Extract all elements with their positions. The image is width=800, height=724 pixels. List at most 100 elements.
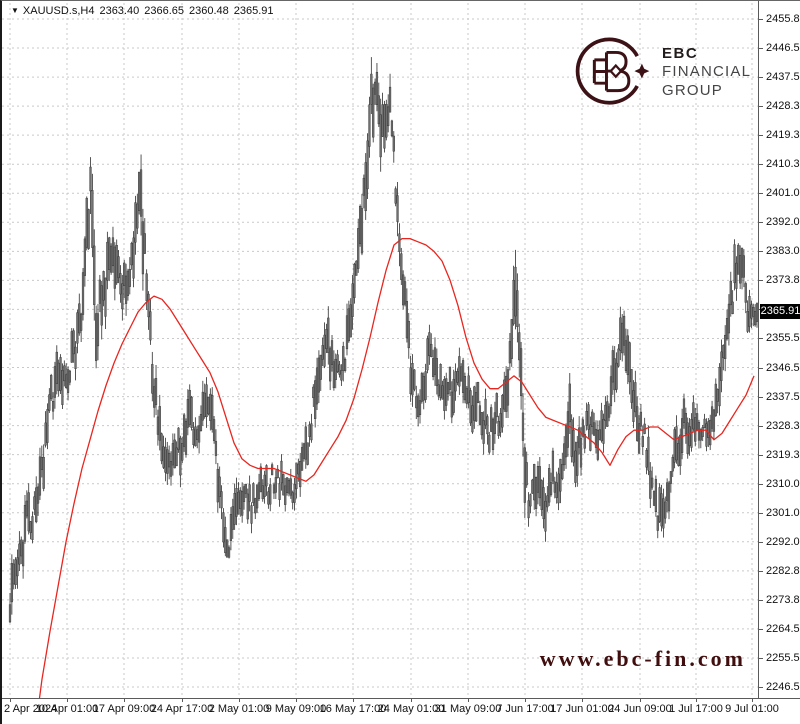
time-axis-tick [182, 699, 183, 702]
candle-body [574, 450, 577, 483]
candle-body [160, 433, 163, 462]
candle-body [323, 334, 326, 367]
candle-body [607, 406, 611, 418]
price-axis-tick [759, 687, 763, 688]
price-axis-label: 2392.05 [766, 216, 800, 229]
candle-body [523, 447, 526, 503]
candle-body [203, 392, 206, 417]
time-axis-label: 7 Jun 17:00 [496, 703, 554, 715]
candle-body [27, 492, 30, 532]
candle-body [433, 347, 437, 375]
candle-body [557, 473, 560, 504]
candle-body [679, 434, 682, 467]
candle-body [314, 380, 317, 419]
candle-body [514, 266, 517, 317]
candle-body [671, 457, 674, 472]
website-watermark: www.ebc-fin.com [539, 646, 746, 671]
candle-body [737, 244, 740, 275]
candle-body [300, 447, 304, 471]
candle-body [750, 304, 753, 319]
price-axis[interactable]: 2455.80 2446.55 2437.55 2428.30 2419.30 2410.… [759, 1, 800, 699]
candle-body [368, 104, 371, 147]
candle-body [604, 404, 607, 421]
candle-body [33, 496, 36, 510]
candle-body [115, 245, 118, 284]
candle-body [570, 419, 573, 457]
candle-body [259, 466, 262, 493]
candle-body [162, 446, 165, 468]
candle-body [130, 243, 133, 266]
candle-body [510, 319, 513, 359]
time-axis-tick [67, 699, 68, 702]
price-axis-tick [759, 657, 763, 659]
candle-body [271, 464, 274, 476]
candle-body [598, 429, 601, 440]
candle-body [76, 312, 79, 344]
candle-body [197, 425, 201, 443]
candle-body [278, 483, 281, 500]
time-axis[interactable]: 2 Apr 2024 10 Apr 01:00 17 Apr 09:00 24 Apr… [2, 699, 800, 724]
candle-body [149, 311, 152, 341]
candle-body [396, 195, 399, 222]
candle-body [81, 272, 85, 315]
candle-body [100, 285, 103, 326]
candle-body [699, 429, 702, 441]
candle-body [145, 273, 148, 301]
candle-body [731, 301, 734, 315]
candle-body [194, 426, 197, 447]
price-axis-label: 2255.55 [766, 651, 800, 664]
candle-body [51, 401, 55, 412]
chevron-down-icon[interactable]: ▼ [11, 6, 19, 15]
candle-body [583, 433, 586, 449]
candle-body [581, 419, 584, 437]
candle-body [506, 369, 510, 406]
candle-body [476, 381, 480, 403]
candle-body [287, 480, 291, 494]
candle-body [297, 463, 300, 475]
candle-body [634, 382, 637, 413]
candle-body [501, 395, 504, 428]
candle-body [439, 364, 442, 398]
candle-body [59, 357, 62, 391]
price-axis-tick [759, 628, 763, 630]
candle-body [536, 466, 540, 493]
price-axis-label: 2328.30 [766, 419, 800, 432]
candle-body [701, 427, 704, 437]
candle-body [675, 426, 678, 461]
candle-body [183, 414, 186, 447]
symbol-timeframe-label: XAUUSD.s,H4 [22, 5, 95, 17]
candle-body [740, 247, 744, 278]
candle-body [377, 95, 380, 125]
candle-body [304, 426, 307, 460]
candle-body [415, 396, 418, 409]
candle-body [486, 416, 489, 435]
current-price-tag: 2365.91 [760, 304, 800, 320]
candle-body [261, 485, 264, 500]
candlestick-chart-canvas[interactable] [2, 1, 760, 699]
candle-body [626, 335, 629, 376]
candle-body [138, 171, 141, 211]
candle-body [123, 262, 126, 286]
candle-body [22, 542, 25, 567]
candle-body [252, 483, 255, 504]
candle-body [128, 268, 131, 287]
candle-body [448, 366, 452, 390]
candle-body [347, 308, 350, 342]
candle-body [716, 389, 719, 402]
candle-body [724, 334, 727, 360]
candle-body [256, 484, 259, 509]
candle-body [418, 400, 422, 415]
candle-body [718, 366, 721, 407]
candle-body [473, 386, 476, 421]
candle-body [35, 487, 38, 523]
candle-body [686, 422, 689, 454]
candle-body [231, 506, 234, 530]
candle-body [66, 369, 70, 393]
time-axis-tick [411, 699, 412, 702]
price-axis-tick [759, 512, 763, 514]
candle-body [224, 527, 227, 554]
candle-body [606, 401, 609, 427]
candle-body [695, 413, 699, 431]
candle-body [495, 393, 498, 418]
candle-body [211, 395, 214, 430]
